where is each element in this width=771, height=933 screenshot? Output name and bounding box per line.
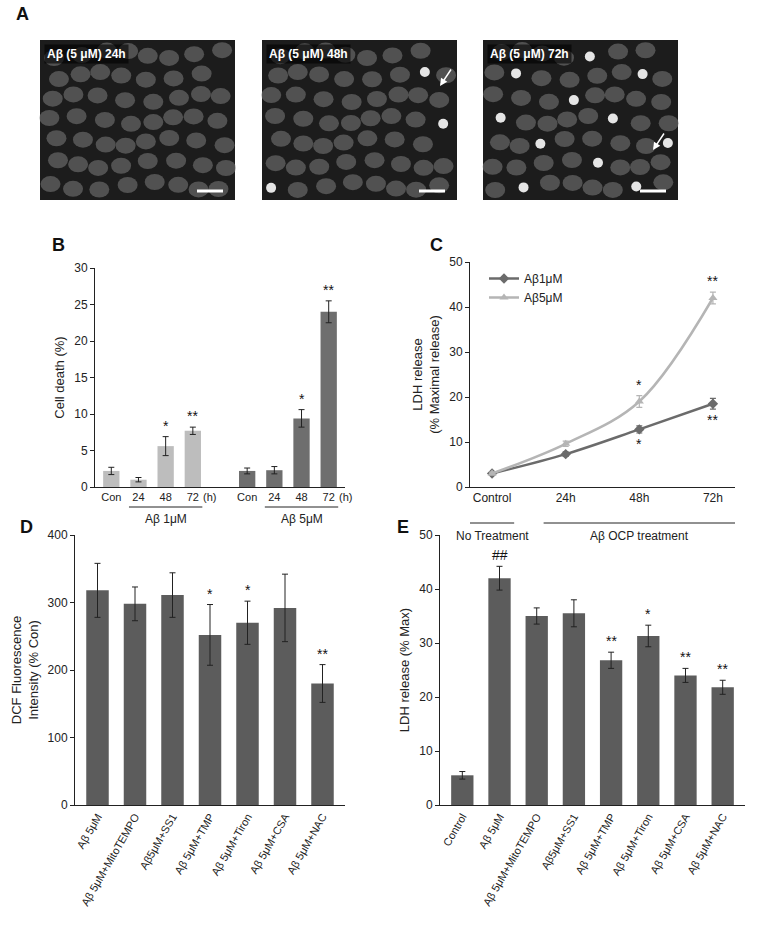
svg-text:Control: Control: [473, 491, 512, 505]
svg-text:B: B: [52, 235, 65, 255]
svg-text:15: 15: [74, 371, 88, 385]
svg-text:Aβ 5μM+NAC: Aβ 5μM+NAC: [685, 811, 729, 876]
svg-text:100: 100: [48, 731, 68, 745]
svg-text:*: *: [645, 606, 651, 622]
svg-text:**: **: [680, 649, 691, 665]
svg-text:**: **: [187, 408, 198, 424]
svg-text:LDH release(% Maximal release): LDH release(% Maximal release): [410, 315, 442, 433]
svg-text:Aβ 5μM+Tiron: Aβ 5μM+Tiron: [209, 811, 254, 877]
svg-text:30: 30: [449, 345, 463, 359]
svg-text:5: 5: [81, 444, 88, 458]
svg-text:Aβ 5μM+CSA: Aβ 5μM+CSA: [247, 811, 291, 876]
svg-text:(h): (h): [203, 491, 216, 503]
svg-text:Aβ5μM+SS1: Aβ5μM+SS1: [137, 811, 179, 871]
svg-text:Con: Con: [237, 491, 257, 503]
svg-text:A: A: [16, 4, 29, 24]
svg-text:50: 50: [419, 528, 433, 542]
svg-text:Aβ5μM: Aβ5μM: [524, 291, 563, 305]
svg-text:0: 0: [426, 798, 433, 812]
svg-text:C: C: [430, 235, 443, 255]
svg-text:72: 72: [187, 491, 199, 503]
svg-text:Aβ 5μM: Aβ 5μM: [74, 811, 104, 850]
svg-text:Aβ5μM+SS1: Aβ5μM+SS1: [539, 811, 581, 871]
svg-text:20: 20: [419, 690, 433, 704]
svg-text:300: 300: [48, 596, 68, 610]
svg-text:*: *: [636, 436, 642, 452]
svg-text:*: *: [245, 582, 251, 598]
svg-text:0: 0: [81, 480, 88, 494]
svg-text:200: 200: [48, 663, 68, 677]
svg-text:Aβ OCP treatment: Aβ OCP treatment: [590, 529, 689, 543]
svg-text:Aβ 5μM+Tiron: Aβ 5μM+Tiron: [610, 811, 655, 877]
svg-text:*: *: [299, 391, 305, 407]
svg-text:DCF FluorescenceIntensity (% C: DCF FluorescenceIntensity (% Con): [9, 616, 41, 724]
svg-text:0: 0: [61, 798, 68, 812]
svg-text:50: 50: [449, 255, 463, 269]
svg-text:0: 0: [456, 480, 463, 494]
svg-text:10: 10: [419, 744, 433, 758]
svg-text:*: *: [207, 586, 213, 602]
svg-text:24: 24: [268, 491, 280, 503]
svg-text:25: 25: [74, 298, 88, 312]
svg-text:**: **: [606, 633, 617, 649]
svg-text:24h: 24h: [556, 491, 576, 505]
svg-text:Aβ 5μM+MitoTEMPO: Aβ 5μM+MitoTEMPO: [480, 811, 543, 908]
svg-text:72h: 72h: [703, 491, 723, 505]
svg-text:Cell death (%): Cell death (%): [52, 336, 67, 418]
svg-text:Aβ 5μM+TMP: Aβ 5μM+TMP: [573, 811, 617, 876]
svg-text:24: 24: [132, 491, 144, 503]
svg-text:Aβ 5μM+CSA: Aβ 5μM+CSA: [648, 811, 692, 876]
svg-text:Aβ (5 μM) 48h: Aβ (5 μM) 48h: [269, 47, 348, 61]
svg-text:48: 48: [295, 491, 307, 503]
svg-text:30: 30: [74, 261, 88, 275]
svg-text:20: 20: [74, 334, 88, 348]
svg-text:**: **: [717, 661, 728, 677]
svg-text:D: D: [20, 517, 33, 537]
svg-text:40: 40: [419, 582, 433, 596]
svg-text:**: **: [707, 273, 718, 289]
svg-text:Aβ (5 μM) 72h: Aβ (5 μM) 72h: [490, 47, 569, 61]
svg-text:**: **: [707, 412, 718, 428]
svg-text:48h: 48h: [629, 491, 649, 505]
svg-text:Control: Control: [441, 811, 469, 848]
svg-text:**: **: [323, 282, 334, 298]
svg-text:*: *: [163, 418, 169, 434]
svg-text:LDH release (% Max): LDH release (% Max): [397, 608, 412, 732]
svg-text:Aβ1μM: Aβ1μM: [524, 272, 563, 286]
svg-text:400: 400: [48, 528, 68, 542]
svg-text:Aβ 5μM+TMP: Aβ 5μM+TMP: [172, 811, 216, 876]
svg-text:40: 40: [449, 300, 463, 314]
svg-text:48: 48: [160, 491, 172, 503]
svg-text:**: **: [317, 646, 328, 662]
svg-text:E: E: [397, 517, 409, 537]
svg-text:72: 72: [323, 491, 335, 503]
svg-text:Aβ (5 μM) 24h: Aβ (5 μM) 24h: [47, 47, 126, 61]
svg-text:Con: Con: [101, 491, 121, 503]
svg-text:Aβ 5μM+NAC: Aβ 5μM+NAC: [285, 811, 329, 876]
svg-text:No Treatment: No Treatment: [456, 529, 529, 543]
svg-text:10: 10: [74, 407, 88, 421]
svg-text:Aβ 5μM: Aβ 5μM: [476, 811, 506, 850]
svg-text:30: 30: [419, 636, 433, 650]
svg-text:*: *: [636, 377, 642, 393]
svg-text:20: 20: [449, 390, 463, 404]
svg-text:10: 10: [449, 435, 463, 449]
svg-text:Aβ 5μM+MitoTEMPO: Aβ 5μM+MitoTEMPO: [79, 811, 142, 908]
svg-text:Aβ 1μM: Aβ 1μM: [145, 512, 187, 526]
svg-text:##: ##: [492, 547, 508, 563]
svg-text:(h): (h): [339, 491, 352, 503]
svg-text:Aβ 5μM: Aβ 5μM: [281, 512, 323, 526]
